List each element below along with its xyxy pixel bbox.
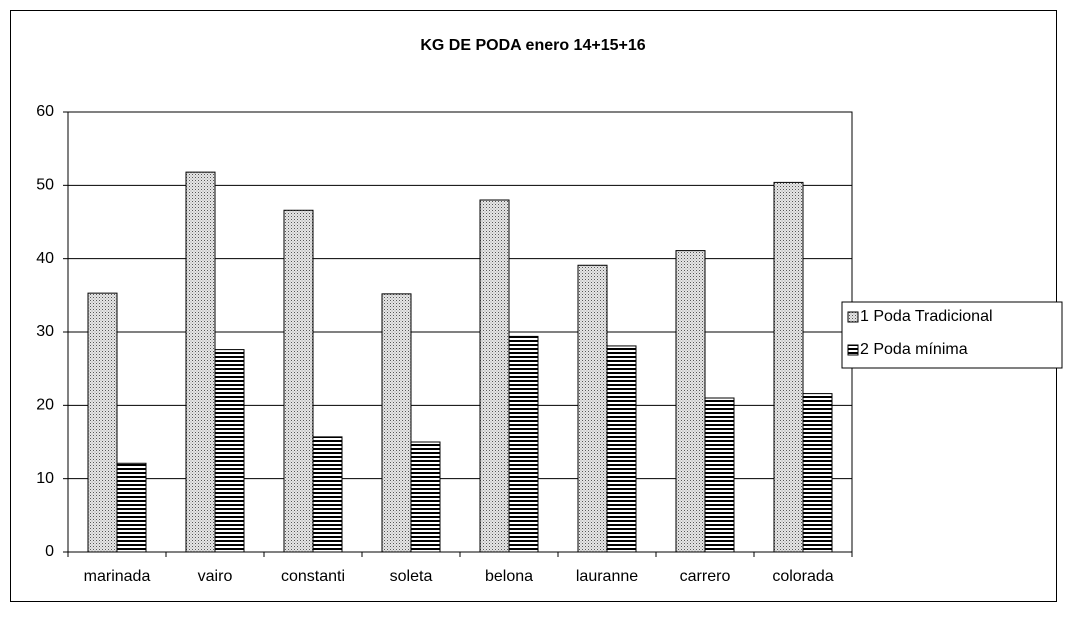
bar <box>214 349 245 553</box>
x-tick-label: constanti <box>281 568 345 585</box>
x-tick-label: vairo <box>198 568 233 585</box>
y-tick-label: 0 <box>45 543 54 560</box>
bar <box>802 393 833 553</box>
bar <box>410 441 441 553</box>
bar <box>87 292 118 553</box>
y-tick-label: 40 <box>36 250 54 267</box>
bar <box>479 199 510 553</box>
y-tick-label: 30 <box>36 323 54 340</box>
x-tick-label: carrero <box>680 568 731 585</box>
bar <box>283 209 314 553</box>
bar <box>577 264 608 553</box>
x-tick-label: lauranne <box>576 568 638 585</box>
legend-label: 2 Poda mínima <box>860 341 968 358</box>
bar <box>704 397 735 553</box>
bar <box>675 250 706 553</box>
bar <box>312 436 343 553</box>
bar <box>185 171 216 553</box>
y-tick-label: 50 <box>36 177 54 194</box>
y-tick-label: 10 <box>36 470 54 487</box>
x-tick-label: marinada <box>84 568 151 585</box>
bar <box>381 293 412 553</box>
x-tick-label: belona <box>485 568 533 585</box>
bar <box>606 345 637 553</box>
x-tick-label: colorada <box>772 568 833 585</box>
legend-label: 1 Poda Tradicional <box>860 308 993 325</box>
y-tick-label: 60 <box>36 103 54 120</box>
bar <box>116 462 147 553</box>
legend-swatch <box>847 344 859 356</box>
bar <box>508 335 539 553</box>
legend-swatch <box>847 311 859 323</box>
x-tick-label: soleta <box>390 568 433 585</box>
legend-box <box>841 301 1063 369</box>
chart-title: KG DE PODA enero 14+15+16 <box>420 37 645 54</box>
bar <box>773 181 804 553</box>
y-tick-label: 20 <box>36 397 54 414</box>
